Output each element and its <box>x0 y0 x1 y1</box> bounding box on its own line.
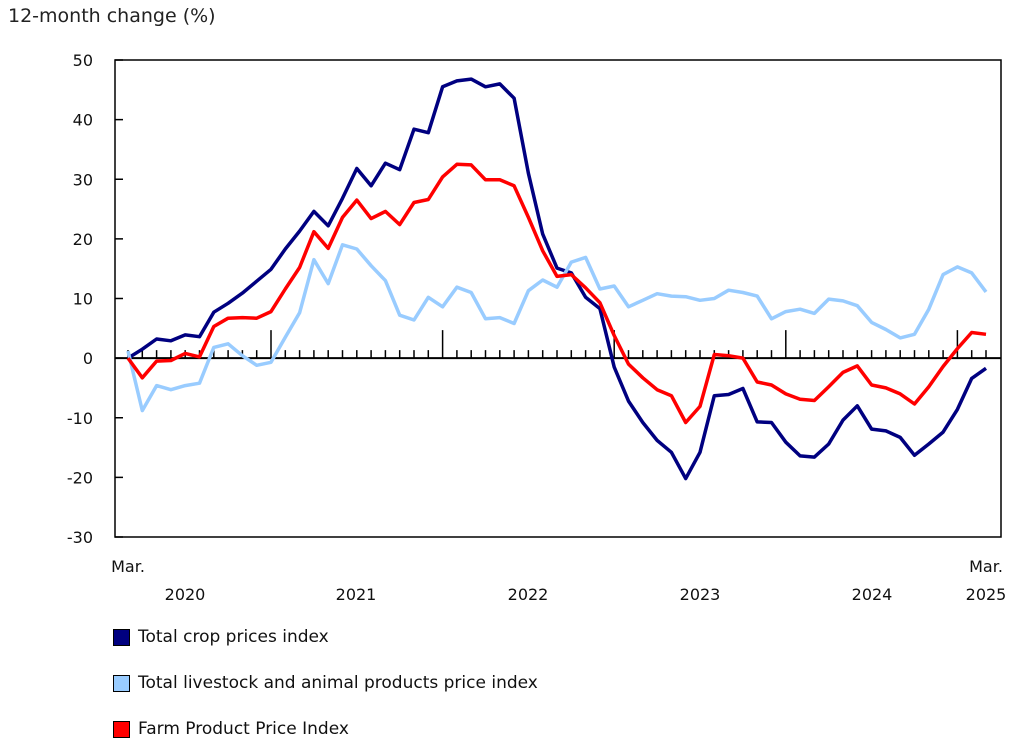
x-year-label: 2021 <box>336 585 377 604</box>
y-tick-label: -30 <box>67 528 93 547</box>
legend-label: Total livestock and animal products pric… <box>138 673 538 693</box>
x-year-label: 2025 <box>966 585 1007 604</box>
x-year-label: 2023 <box>680 585 721 604</box>
y-tick-label: 20 <box>73 230 93 249</box>
x-tick-label-end: Mar. <box>969 557 1003 576</box>
y-axis-title: 12-month change (%) <box>8 5 216 27</box>
y-tick-label: 0 <box>83 349 93 368</box>
legend-label: Total crop prices index <box>138 627 329 647</box>
legend-swatch <box>113 628 130 646</box>
series-line <box>127 77 988 481</box>
y-tick-label: -10 <box>67 409 93 428</box>
legend-swatch <box>113 720 130 738</box>
x-year-label: 2024 <box>852 585 893 604</box>
y-tick-label: 50 <box>73 51 93 70</box>
y-tick-label: 40 <box>73 111 93 130</box>
legend-swatch <box>113 674 130 692</box>
plot-frame <box>114 59 1002 538</box>
y-tick-label: 30 <box>73 170 93 189</box>
legend-item-fppi: Farm Product Price Index <box>113 719 349 739</box>
x-tick-label-start: Mar. <box>111 557 145 576</box>
legend-label: Farm Product Price Index <box>138 719 349 739</box>
legend-item-crop: Total crop prices index <box>113 627 329 647</box>
y-tick-label: 10 <box>73 290 93 309</box>
legend-item-livestock: Total livestock and animal products pric… <box>113 673 538 693</box>
x-year-label: 2022 <box>508 585 549 604</box>
series-line <box>126 162 987 425</box>
y-tick-label: -20 <box>67 468 93 487</box>
x-year-label: 2020 <box>165 585 206 604</box>
series-line <box>126 243 988 413</box>
line-chart: 50 40 30 20 10 0 -10 -20 -30 Mar. Mar. 2020 2021 2022… <box>67 51 1007 604</box>
